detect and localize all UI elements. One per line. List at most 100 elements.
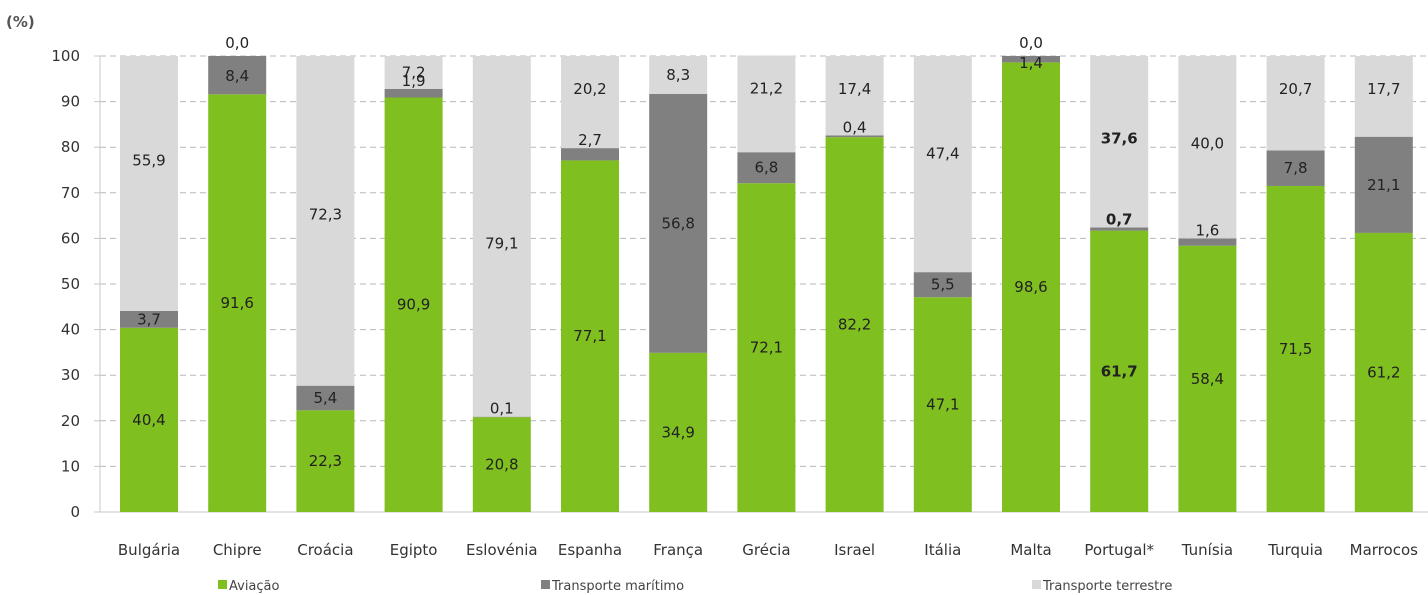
- category-label-2: Croácia: [297, 541, 353, 559]
- category-label-8: Israel: [834, 541, 875, 559]
- y-tick-label-100: 100: [51, 47, 80, 65]
- y-tick-label-90: 90: [61, 93, 80, 111]
- data-label-2-14: 17,7: [1367, 80, 1400, 98]
- bar-0-13: [1266, 185, 1325, 512]
- bar-2-4: [472, 56, 531, 417]
- bar-1-9: [913, 272, 972, 298]
- bars: [120, 55, 1413, 513]
- y-tick-label-10: 10: [61, 457, 80, 475]
- data-label-1-9: 5,5: [931, 276, 955, 294]
- bar-2-9: [913, 56, 972, 273]
- category-label-6: França: [653, 541, 703, 559]
- category-label-3: Egipto: [390, 541, 438, 559]
- category-label-13: Turquia: [1267, 541, 1323, 559]
- bar-2-7: [737, 55, 796, 153]
- data-label-0-8: 82,2: [838, 316, 871, 334]
- legend-swatch-1: [541, 580, 550, 589]
- data-label-1-2: 5,4: [313, 389, 337, 407]
- category-label-10: Malta: [1010, 541, 1051, 559]
- bar-2-5: [561, 56, 619, 149]
- bar-0-5: [561, 160, 619, 512]
- y-tick-label-20: 20: [61, 412, 80, 430]
- bar-0-6: [649, 352, 708, 512]
- bar-2-6: [649, 56, 708, 94]
- data-label-2-8: 17,4: [838, 80, 871, 98]
- data-label-0-4: 20,8: [485, 456, 518, 474]
- bar-0-12: [1178, 245, 1237, 513]
- bar-1-13: [1266, 150, 1325, 186]
- bar-1-5: [561, 148, 619, 161]
- y-tick-label-40: 40: [61, 321, 80, 339]
- data-label-2-1: 0,0: [225, 34, 249, 52]
- data-label-2-13: 20,7: [1279, 80, 1312, 98]
- data-label-0-12: 58,4: [1191, 370, 1224, 388]
- y-unit-label: (%): [6, 13, 35, 31]
- data-label-2-2: 72,3: [309, 205, 342, 223]
- data-label-2-7: 21,2: [750, 80, 783, 98]
- bar-1-0: [120, 310, 178, 328]
- bar-0-4: [472, 417, 531, 512]
- data-label-2-11: 37,6: [1101, 129, 1138, 147]
- bar-2-11: [1090, 56, 1149, 228]
- data-label-1-12: 1,6: [1195, 221, 1219, 239]
- bar-0-14: [1354, 232, 1413, 513]
- data-label-2-12: 40,0: [1191, 135, 1224, 153]
- data-label-0-10: 98,6: [1014, 278, 1047, 296]
- category-label-7: Grécia: [742, 541, 790, 559]
- bar-0-3: [384, 97, 443, 512]
- category-label-11: Portugal*: [1084, 541, 1154, 559]
- bar-1-8: [825, 135, 884, 138]
- y-axis-ticks: 0 10 20 30 40 50 60 70 80 90 100: [51, 47, 100, 521]
- bar-2-8: [825, 56, 884, 136]
- category-label-9: Itália: [924, 541, 961, 559]
- category-label-1: Chipre: [213, 541, 262, 559]
- bar-0-9: [913, 297, 972, 512]
- data-label-0-2: 22,3: [309, 452, 342, 470]
- data-label-1-6: 56,8: [661, 214, 694, 232]
- data-label-2-10: 0,0: [1019, 34, 1043, 52]
- y-tick-label-60: 60: [61, 229, 80, 247]
- bar-2-12: [1178, 56, 1237, 239]
- category-label-5: Espanha: [558, 541, 622, 559]
- bar-1-7: [737, 152, 796, 184]
- data-label-2-9: 47,4: [926, 144, 959, 162]
- data-label-0-7: 72,1: [750, 339, 783, 357]
- data-label-1-0: 3,7: [137, 310, 161, 328]
- data-labels: 40,43,755,991,68,40,022,35,472,390,91,97…: [132, 34, 1400, 474]
- category-label-12: Tunísia: [1181, 541, 1233, 559]
- data-label-0-0: 40,4: [132, 411, 165, 429]
- data-label-0-13: 71,5: [1279, 340, 1312, 358]
- bar-2-13: [1266, 56, 1325, 151]
- legend-label-0: Aviação: [229, 579, 280, 594]
- data-label-1-11: 0,7: [1106, 210, 1133, 228]
- data-label-1-13: 7,8: [1284, 159, 1308, 177]
- bar-2-0: [120, 56, 178, 311]
- bar-0-1: [208, 94, 267, 512]
- data-label-0-9: 47,1: [926, 396, 959, 414]
- bar-1-10: [1002, 56, 1060, 63]
- data-label-1-4: 0,1: [490, 400, 514, 418]
- y-tick-label-30: 30: [61, 366, 80, 384]
- data-label-0-3: 90,9: [397, 296, 430, 314]
- bar-1-1: [208, 56, 267, 95]
- y-tick-label-50: 50: [61, 275, 80, 293]
- bar-1-2: [296, 385, 355, 411]
- y-tick-label-0: 0: [70, 503, 80, 521]
- bar-1-12: [1178, 238, 1237, 246]
- y-tick-label-70: 70: [61, 184, 80, 202]
- bar-0-10: [1002, 62, 1060, 512]
- data-label-0-14: 61,2: [1367, 363, 1400, 381]
- data-label-2-5: 20,2: [573, 80, 606, 98]
- bar-1-3: [384, 88, 443, 98]
- data-label-2-3: 7,2: [402, 63, 426, 81]
- legend-swatch-2: [1032, 580, 1041, 589]
- data-label-0-5: 77,1: [573, 327, 606, 345]
- legend-label-2: Transporte terrestre: [1042, 579, 1172, 594]
- legend-swatch-0: [218, 580, 227, 589]
- legend: Aviação Transporte marítimo Transporte ter…: [218, 579, 1172, 594]
- data-label-1-5: 2,7: [578, 131, 602, 149]
- category-label-4: Eslovénia: [466, 541, 538, 559]
- data-label-1-7: 6,8: [754, 159, 778, 177]
- data-label-0-11: 61,7: [1101, 362, 1138, 380]
